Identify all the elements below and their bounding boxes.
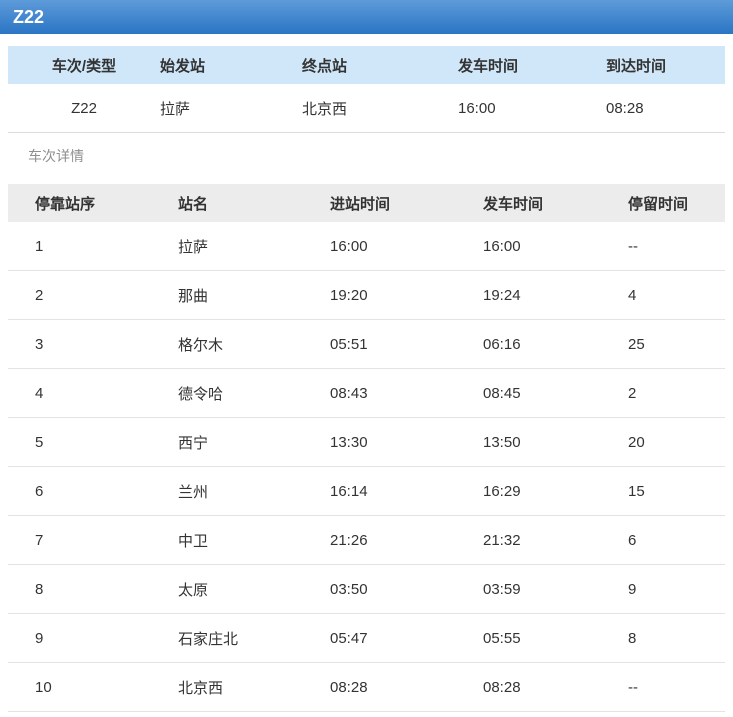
content-area: 车次/类型 始发站 终点站 发车时间 到达时间 Z22 拉萨 北京西 16:00 08:… xyxy=(8,46,725,712)
detail-cell: 8 xyxy=(601,613,725,663)
detail-cell: 9 xyxy=(601,564,725,614)
detail-cell: 5 xyxy=(8,417,151,467)
detail-cell: 20 xyxy=(601,417,725,467)
table-row: 2 那曲 19:20 19:24 4 xyxy=(8,270,725,320)
detail-cell: 16:00 xyxy=(303,222,456,271)
detail-cell: 兰州 xyxy=(151,466,303,516)
title-bar: Z22 xyxy=(0,0,733,34)
detail-cell: 德令哈 xyxy=(151,368,303,418)
detail-cell: 3 xyxy=(8,319,151,369)
detail-cell: 2 xyxy=(8,270,151,320)
detail-cell: 16:00 xyxy=(456,222,601,271)
table-row: 6 兰州 16:14 16:29 15 xyxy=(8,466,725,516)
summary-cell-depart: 16:00 xyxy=(458,84,606,133)
detail-cell: 拉萨 xyxy=(151,222,303,271)
page-title: Z22 xyxy=(13,7,45,27)
detail-cell: 21:26 xyxy=(303,515,456,565)
detail-header-cell: 进站时间 xyxy=(303,184,456,222)
detail-cell: 7 xyxy=(8,515,151,565)
table-row: 3 格尔木 05:51 06:16 25 xyxy=(8,319,725,369)
table-row: 8 太原 03:50 03:59 9 xyxy=(8,564,725,614)
detail-cell: 2 xyxy=(601,368,725,418)
detail-cell: 西宁 xyxy=(151,417,303,467)
table-row: 5 西宁 13:30 13:50 20 xyxy=(8,417,725,467)
detail-cell: 4 xyxy=(8,368,151,418)
detail-header-cell: 停靠站序 xyxy=(8,184,151,222)
table-row: 7 中卫 21:26 21:32 6 xyxy=(8,515,725,565)
detail-cell: 格尔木 xyxy=(151,319,303,369)
detail-cell: 08:43 xyxy=(303,368,456,418)
detail-cell: 中卫 xyxy=(151,515,303,565)
detail-cell: 21:32 xyxy=(456,515,601,565)
detail-cell: 08:28 xyxy=(303,662,456,712)
summary-header-cell: 车次/类型 xyxy=(8,46,160,84)
detail-cell: -- xyxy=(601,662,725,712)
detail-cell: 1 xyxy=(8,222,151,271)
summary-header-cell: 始发站 xyxy=(160,46,302,84)
detail-cell: 10 xyxy=(8,662,151,712)
detail-cell: 15 xyxy=(601,466,725,516)
detail-cell: 4 xyxy=(601,270,725,320)
detail-cell: 05:47 xyxy=(303,613,456,663)
summary-header-cell: 发车时间 xyxy=(458,46,606,84)
detail-cell: 05:51 xyxy=(303,319,456,369)
detail-cell: 13:30 xyxy=(303,417,456,467)
detail-cell: 16:14 xyxy=(303,466,456,516)
summary-table: 车次/类型 始发站 终点站 发车时间 到达时间 Z22 拉萨 北京西 16:00 08:… xyxy=(8,46,725,133)
detail-cell: 03:59 xyxy=(456,564,601,614)
detail-cell: 北京西 xyxy=(151,662,303,712)
summary-header-cell: 到达时间 xyxy=(606,46,725,84)
detail-header-cell: 发车时间 xyxy=(456,184,601,222)
detail-cell: 25 xyxy=(601,319,725,369)
detail-header-cell: 停留时间 xyxy=(601,184,725,222)
detail-cell: 05:55 xyxy=(456,613,601,663)
detail-cell: 太原 xyxy=(151,564,303,614)
detail-cell: 19:20 xyxy=(303,270,456,320)
table-row: 1 拉萨 16:00 16:00 -- xyxy=(8,222,725,271)
detail-header-row: 停靠站序 站名 进站时间 发车时间 停留时间 xyxy=(8,184,725,222)
detail-cell: -- xyxy=(601,222,725,271)
summary-cell-train: Z22 xyxy=(8,84,160,133)
detail-cell: 16:29 xyxy=(456,466,601,516)
detail-cell: 6 xyxy=(8,466,151,516)
detail-cell: 06:16 xyxy=(456,319,601,369)
detail-table: 停靠站序 站名 进站时间 发车时间 停留时间 1 拉萨 16:00 16:00 -- 2 那曲 19:… xyxy=(8,184,725,712)
detail-cell: 08:45 xyxy=(456,368,601,418)
detail-cell: 那曲 xyxy=(151,270,303,320)
detail-table-body: 1 拉萨 16:00 16:00 -- 2 那曲 19:20 19:24 4 3 格尔木 05:51 06… xyxy=(8,222,725,712)
detail-header-cell: 站名 xyxy=(151,184,303,222)
summary-header-row: 车次/类型 始发站 终点站 发车时间 到达时间 xyxy=(8,46,725,84)
table-row: 10 北京西 08:28 08:28 -- xyxy=(8,662,725,712)
detail-cell: 03:50 xyxy=(303,564,456,614)
table-row: 4 德令哈 08:43 08:45 2 xyxy=(8,368,725,418)
detail-cell: 石家庄北 xyxy=(151,613,303,663)
detail-cell: 8 xyxy=(8,564,151,614)
summary-cell-arrive: 08:28 xyxy=(606,84,725,133)
detail-cell: 6 xyxy=(601,515,725,565)
detail-cell: 08:28 xyxy=(456,662,601,712)
table-row: 9 石家庄北 05:47 05:55 8 xyxy=(8,613,725,663)
summary-cell-terminal: 北京西 xyxy=(302,84,458,133)
detail-cell: 19:24 xyxy=(456,270,601,320)
summary-cell-origin: 拉萨 xyxy=(160,84,302,133)
summary-data-row: Z22 拉萨 北京西 16:00 08:28 xyxy=(8,84,725,133)
detail-cell: 13:50 xyxy=(456,417,601,467)
detail-cell: 9 xyxy=(8,613,151,663)
summary-header-cell: 终点站 xyxy=(302,46,458,84)
section-title: 车次详情 xyxy=(28,148,84,164)
